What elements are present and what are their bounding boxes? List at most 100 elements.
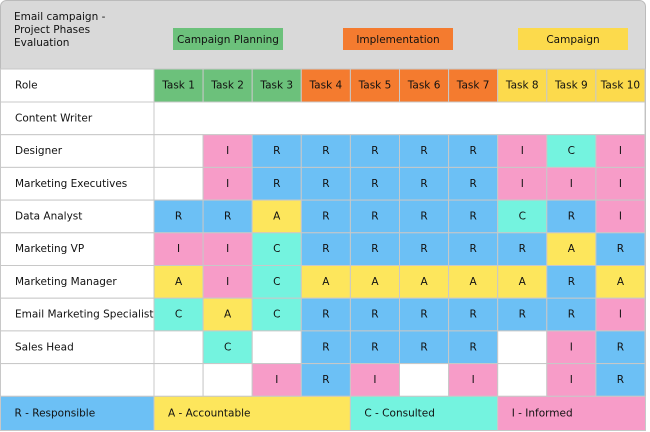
raci-letter: R: [617, 374, 624, 386]
raci-cell: [399, 134, 450, 168]
phase-label: Campaign: [546, 34, 599, 46]
raci-letter: R: [322, 145, 329, 157]
raci-cell: [202, 232, 253, 267]
raci-cell: [497, 134, 548, 168]
raci-cell: [448, 265, 499, 299]
title: Email campaign - Project Phases Evaluati…: [14, 11, 106, 49]
raci-letter: R: [371, 341, 378, 353]
legend-label: R - Responsible: [15, 407, 96, 419]
raci-cell: [349, 330, 400, 365]
raci-cell: [595, 232, 646, 267]
phase-label: Campaign Planning: [177, 34, 279, 46]
raci-cell: [251, 363, 302, 397]
raci-cell: [399, 363, 450, 397]
raci-letter: R: [420, 178, 427, 190]
raci-letter: C: [175, 309, 182, 321]
raci-letter: R: [617, 341, 624, 353]
raci-cell: [497, 297, 548, 332]
raci-letter: R: [175, 210, 182, 222]
raci-cell: [349, 199, 400, 234]
task-header: [595, 68, 646, 103]
raci-letter: R: [420, 309, 427, 321]
raci-cell: [399, 330, 450, 365]
raci-cell: [595, 265, 646, 299]
raci-letter: R: [519, 243, 526, 255]
task-label: Task 8: [505, 80, 539, 92]
raci-letter: R: [371, 210, 378, 222]
raci-cell: [448, 199, 499, 234]
raci-letter: R: [371, 309, 378, 321]
raci-letter: R: [322, 178, 329, 190]
legend-label: A - Accountable: [168, 407, 251, 419]
raci-letter: R: [470, 178, 477, 190]
task-label: Task 10: [600, 80, 640, 92]
raci-cell: [300, 166, 351, 201]
raci-letter: R: [617, 243, 624, 255]
raci-letter: R: [224, 210, 231, 222]
task-header: [399, 68, 450, 103]
raci-letter: I: [619, 145, 622, 157]
raci-letter: I: [619, 309, 622, 321]
task-label: Task 6: [407, 80, 441, 92]
raci-letter: I: [570, 178, 573, 190]
raci-cell: [251, 134, 302, 168]
raci-letter: I: [619, 178, 622, 190]
raci-letter: R: [322, 309, 329, 321]
raci-cell: [251, 330, 302, 365]
task-label: Task 7: [456, 80, 490, 92]
raci-letter: R: [568, 210, 575, 222]
empty-span: [153, 101, 646, 136]
raci-cell: [202, 265, 253, 299]
raci-cell: [251, 265, 302, 299]
raci-cell: [202, 199, 253, 234]
raci-cell: [300, 363, 351, 397]
raci-cell: [153, 232, 204, 267]
raci-cell: [595, 199, 646, 234]
raci-letter: I: [570, 374, 573, 386]
role-cell: [0, 265, 155, 299]
legend-cell: [153, 395, 351, 431]
raci-cell: [202, 134, 253, 168]
raci-cell: [349, 363, 400, 397]
raci-cell: [448, 134, 499, 168]
header-cell: [0, 68, 155, 103]
raci-letter: I: [472, 374, 475, 386]
raci-letter: R: [568, 276, 575, 288]
raci-cell: [153, 363, 204, 397]
raci-cell: [595, 330, 646, 365]
raci-letter: R: [322, 243, 329, 255]
raci-letter: I: [570, 341, 573, 353]
raci-letter: A: [175, 276, 183, 288]
raci-letter: A: [568, 243, 576, 255]
task-header: [448, 68, 499, 103]
raci-letter: R: [470, 145, 477, 157]
raci-letter: R: [322, 341, 329, 353]
raci-cell: [399, 297, 450, 332]
raci-letter: R: [420, 145, 427, 157]
role-label: Data Analyst: [15, 210, 82, 222]
role-label: Designer: [15, 145, 63, 157]
raci-letter: R: [470, 341, 477, 353]
role-cell: [0, 232, 155, 267]
raci-cell: [546, 265, 597, 299]
raci-letter: I: [373, 374, 376, 386]
raci-letter: A: [224, 309, 232, 321]
raci-letter: R: [371, 243, 378, 255]
role-cell: [0, 166, 155, 201]
role-cell: [0, 199, 155, 234]
raci-letter: R: [273, 178, 280, 190]
raci-letter: C: [273, 276, 280, 288]
raci-cell: [349, 297, 400, 332]
legend-cell: [497, 395, 647, 431]
raci-letter: C: [568, 145, 575, 157]
raci-letter: A: [617, 276, 625, 288]
phase-box: [343, 28, 453, 50]
raci-letter: R: [470, 243, 477, 255]
raci-letter: I: [275, 374, 278, 386]
raci-letter: A: [371, 276, 379, 288]
role-cell: [0, 101, 155, 136]
raci-cell: [251, 166, 302, 201]
raci-letter: I: [226, 145, 229, 157]
raci-cell: [300, 330, 351, 365]
